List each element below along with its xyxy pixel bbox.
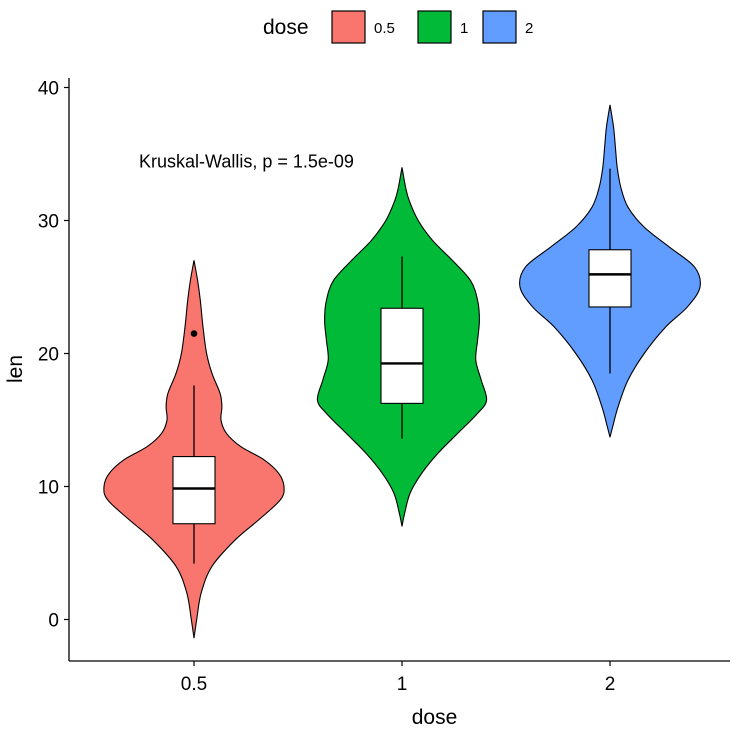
legend: dose 0.5 1 2	[263, 10, 533, 44]
x-tick-label-0.5: 0.5	[181, 674, 207, 695]
violin-group-0.5	[103, 260, 285, 639]
box-1	[380, 307, 424, 404]
outlier-0.5-0	[190, 330, 198, 337]
violin-group-2	[519, 104, 701, 438]
violin-group-1	[316, 167, 488, 527]
box-2	[588, 249, 632, 308]
y-axis-title: len	[4, 355, 27, 383]
box-0.5	[172, 456, 216, 525]
axes: dose len 0 10 20 30 40 0.5 1 2	[4, 78, 730, 729]
legend-key-1	[417, 10, 452, 44]
y-tick-label-20: 20	[38, 345, 59, 366]
x-axis-title: dose	[412, 706, 458, 729]
y-tick-label-10: 10	[38, 478, 59, 499]
legend-label-2: 2	[525, 20, 533, 37]
x-tick-label-2: 2	[605, 674, 616, 695]
violin-layer	[103, 104, 701, 639]
y-tick-label-30: 30	[38, 212, 59, 233]
y-tick-label-40: 40	[38, 79, 59, 100]
x-tick-label-1: 1	[397, 674, 408, 695]
legend-label-0.5: 0.5	[374, 20, 395, 37]
legend-title: dose	[263, 16, 309, 39]
legend-key-0.5	[331, 10, 366, 44]
y-tick-label-0: 0	[48, 611, 59, 632]
kruskal-wallis-annotation: Kruskal-Wallis, p = 1.5e-09	[139, 152, 354, 172]
legend-key-2	[482, 10, 517, 44]
legend-label-1: 1	[460, 20, 468, 37]
